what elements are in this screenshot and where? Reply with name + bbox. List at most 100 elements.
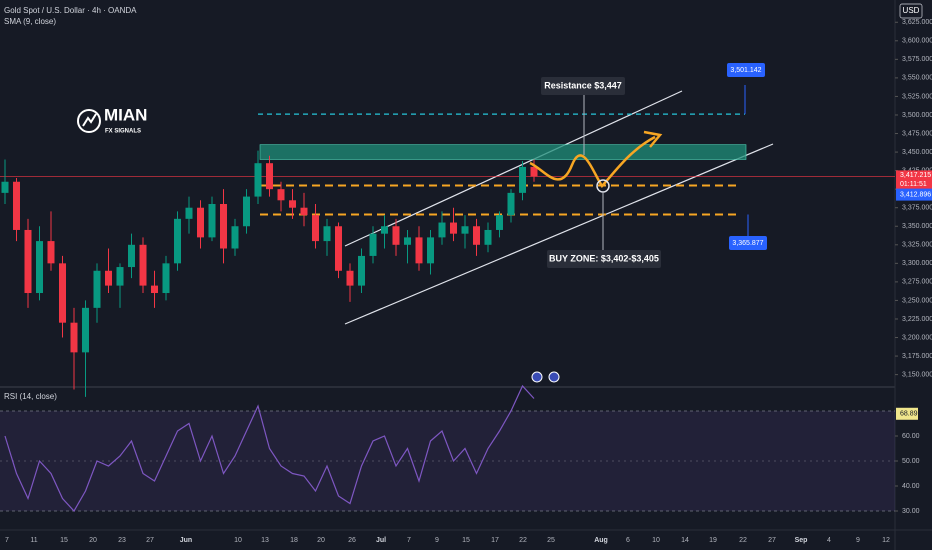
candle-body bbox=[473, 226, 480, 245]
candle-body bbox=[461, 226, 469, 234]
candle-body bbox=[300, 207, 308, 216]
y-tick-label: 3,350.000 bbox=[902, 223, 932, 230]
candle-body bbox=[139, 244, 147, 286]
candle-body bbox=[151, 285, 158, 294]
x-tick-label: 15 bbox=[462, 537, 470, 544]
candle-body bbox=[427, 237, 434, 264]
y-tick-label: 40.00 bbox=[902, 483, 920, 490]
y-tick-label: 3,175.000 bbox=[902, 353, 932, 360]
target-label: 3,501.142 bbox=[730, 67, 761, 74]
candle-body bbox=[266, 163, 273, 190]
y-tick-label: 3,300.000 bbox=[902, 260, 932, 267]
projection-arrow bbox=[643, 130, 663, 148]
x-tick-label: Jun bbox=[180, 537, 192, 544]
y-tick-label: 3,150.000 bbox=[902, 371, 932, 378]
candle-body bbox=[128, 244, 135, 268]
y-tick-label: 50.00 bbox=[902, 458, 920, 465]
x-tick-label: 9 bbox=[856, 537, 860, 544]
rsi-line bbox=[4, 384, 535, 513]
resistance-zone bbox=[259, 144, 747, 160]
callout-box bbox=[541, 77, 625, 95]
last-price-label: 3,417.215 bbox=[900, 172, 931, 179]
candle-body bbox=[530, 166, 538, 177]
candle-body bbox=[1, 181, 9, 193]
rsi-title: RSI (14, close) bbox=[4, 392, 57, 401]
resistance-label: Resistance $3,447 bbox=[544, 80, 622, 90]
x-tick-label: 12 bbox=[882, 537, 890, 544]
callout-box bbox=[547, 250, 661, 268]
candle-body bbox=[519, 166, 526, 193]
candle-body bbox=[185, 207, 193, 219]
currency[interactable]: USD bbox=[903, 6, 920, 15]
y-tick-label: 60.00 bbox=[902, 433, 920, 440]
candle-body bbox=[93, 270, 101, 308]
support-label: 3,365.877 bbox=[732, 240, 763, 247]
candle-body bbox=[392, 226, 400, 245]
candle-body bbox=[243, 196, 250, 227]
candle-body bbox=[197, 207, 204, 238]
x-tick-label: 14 bbox=[681, 537, 689, 544]
currency-box[interactable] bbox=[899, 3, 923, 19]
x-tick-label: 10 bbox=[652, 537, 660, 544]
x-tick-label: 20 bbox=[317, 537, 325, 544]
candle-body bbox=[312, 215, 319, 242]
candle-body bbox=[24, 229, 32, 294]
x-tick-label: 27 bbox=[768, 537, 776, 544]
y-tick-label: 3,375.000 bbox=[902, 205, 932, 212]
candle-body bbox=[346, 270, 354, 286]
candle-body bbox=[59, 263, 66, 323]
buy-zone-label: BUY ZONE: $3,402-$3,405 bbox=[549, 253, 659, 263]
candle-body bbox=[381, 226, 388, 234]
candle-body bbox=[438, 222, 446, 238]
x-tick-label: 17 bbox=[491, 537, 499, 544]
x-tick-label: 26 bbox=[348, 537, 356, 544]
candle-body bbox=[484, 229, 492, 245]
last-price-box bbox=[896, 170, 932, 191]
sma-price-box bbox=[896, 188, 932, 201]
candle-body bbox=[335, 226, 342, 271]
rsi-last-label: 68.89 bbox=[900, 411, 918, 418]
event-flag[interactable] bbox=[531, 371, 543, 383]
candle-body bbox=[220, 203, 227, 249]
candle-body bbox=[174, 218, 181, 264]
x-tick-label: 9 bbox=[435, 537, 439, 544]
channel-upper bbox=[344, 90, 683, 247]
x-tick-label: Sep bbox=[795, 537, 808, 544]
candle-body bbox=[450, 222, 457, 234]
x-tick-label: 4 bbox=[827, 537, 831, 544]
candle-body bbox=[13, 181, 20, 230]
candle-body bbox=[82, 307, 89, 353]
y-tick-label: 3,200.000 bbox=[902, 334, 932, 341]
x-tick-label: Jul bbox=[376, 537, 386, 544]
rsi-last-box bbox=[896, 407, 918, 420]
event-flag[interactable] bbox=[548, 371, 560, 383]
y-tick-label: 3,325.000 bbox=[902, 242, 932, 249]
y-tick-label: 3,450.000 bbox=[902, 149, 932, 156]
indicator-label: SMA (9, close) bbox=[4, 17, 56, 26]
y-tick-label: 3,225.000 bbox=[902, 316, 932, 323]
logo-icon bbox=[77, 109, 101, 133]
candle-body bbox=[289, 200, 296, 208]
candle-body bbox=[323, 226, 331, 242]
y-tick-label: 3,550.000 bbox=[902, 75, 932, 82]
candle-body bbox=[70, 322, 78, 353]
y-tick-label: 30.00 bbox=[902, 508, 920, 515]
y-tick-label: 3,575.000 bbox=[902, 56, 932, 63]
y-tick-label: 3,475.000 bbox=[902, 130, 932, 137]
channel-lower bbox=[344, 143, 774, 325]
y-tick-label: 3,275.000 bbox=[902, 279, 932, 286]
countdown-label: 01:11:51 bbox=[900, 181, 927, 188]
x-tick-label: 13 bbox=[261, 537, 269, 544]
x-tick-label: 22 bbox=[519, 537, 527, 544]
candle-body bbox=[415, 237, 423, 264]
x-tick-label: 22 bbox=[739, 537, 747, 544]
y-tick-label: 3,250.000 bbox=[902, 297, 932, 304]
x-tick-label: 18 bbox=[290, 537, 298, 544]
rsi-band bbox=[0, 411, 895, 511]
x-tick-label: 15 bbox=[60, 537, 68, 544]
candle-body bbox=[231, 226, 239, 249]
x-tick-label: 19 bbox=[709, 537, 717, 544]
target-box bbox=[727, 63, 765, 77]
logo-name: MIAN bbox=[104, 105, 147, 124]
